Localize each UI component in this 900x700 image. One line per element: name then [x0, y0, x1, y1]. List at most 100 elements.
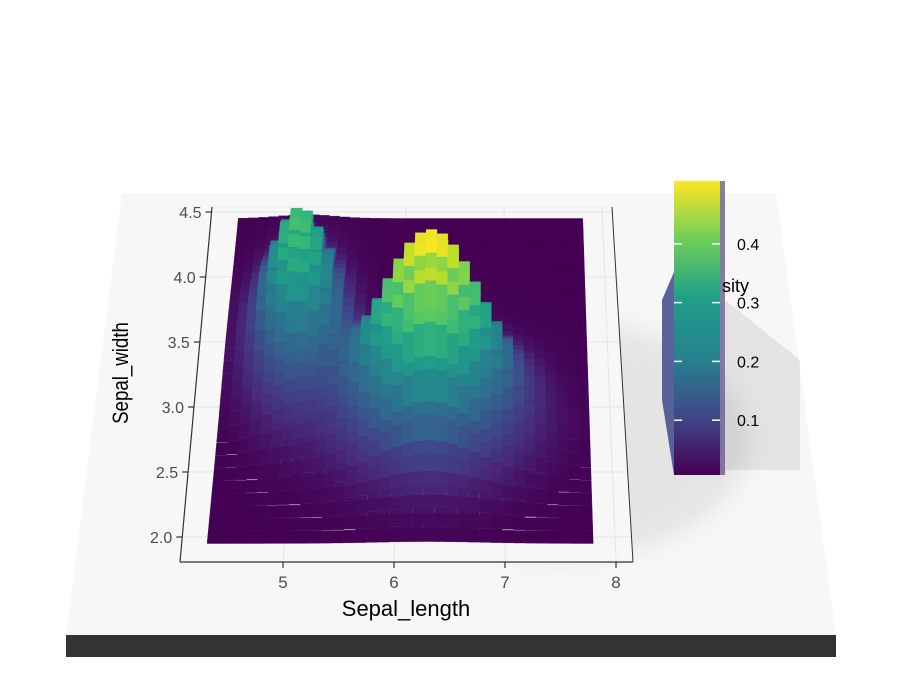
surface-cell [297, 530, 311, 544]
surface-cell [229, 398, 243, 412]
surface-cell [566, 401, 579, 414]
surface-cell [580, 518, 594, 532]
surface-cell [368, 230, 380, 244]
surface-cell [552, 255, 564, 269]
y-axis: 2.0 2.5 3.0 3.5 4.0 4.5 [150, 205, 212, 547]
surface-cell [501, 396, 514, 410]
surface-cell [481, 243, 492, 257]
surface-cell [253, 337, 266, 351]
surface-cell [490, 356, 503, 369]
surface-cell [580, 492, 593, 506]
surface-cell [524, 530, 537, 544]
surface-cell [566, 377, 578, 391]
surface-cell [248, 436, 261, 450]
surface-cell [236, 453, 249, 467]
surface-cell [575, 342, 588, 356]
surface-cell [389, 218, 401, 232]
surface-cell [303, 422, 316, 436]
x-gridline [601, 206, 617, 563]
surface-cell [325, 413, 338, 427]
surface-cell [338, 216, 350, 230]
surface-cell [501, 280, 513, 294]
surface-cell [214, 455, 227, 469]
x-tick-label: 5 [278, 573, 287, 592]
surface-cell [457, 333, 470, 347]
surface-cell [242, 354, 256, 368]
surface-cell [348, 349, 361, 363]
surface-cell [553, 280, 565, 294]
surface-cell [264, 317, 277, 331]
surface-cell [565, 365, 578, 379]
surface-cell [247, 217, 259, 231]
surface-cell [481, 230, 492, 244]
surface-cell [366, 266, 379, 280]
surface-cell [522, 243, 533, 257]
surface-cell [401, 406, 414, 420]
surface-cell [369, 218, 381, 232]
surface-cell [253, 518, 267, 532]
legend-ticks: 0.1 0.2 0.3 0.4 [674, 237, 759, 430]
surface-cell [574, 280, 586, 294]
surface-cell [317, 331, 330, 345]
surface-cell [502, 516, 514, 530]
surface-cell [288, 217, 301, 230]
surface-cell [244, 492, 257, 506]
surface-cell [501, 421, 514, 435]
surface-cell [430, 218, 442, 232]
surface-cell [479, 529, 492, 543]
surface-cell [236, 218, 249, 231]
surface-cell [389, 496, 402, 510]
y-axis-line [179, 206, 213, 563]
surface-cell [491, 243, 502, 257]
surface-cell [399, 218, 411, 232]
surface-cell [501, 230, 513, 244]
surface-cell [275, 298, 288, 312]
surface-cell [315, 397, 328, 411]
x-axis-title: Sepal_length [342, 596, 470, 621]
legend-tick-label: 0.1 [737, 413, 759, 430]
y-tick-label: 3.5 [168, 335, 190, 352]
surface-cell [221, 374, 234, 388]
surface-cell [491, 255, 503, 269]
surface-cell [555, 375, 568, 388]
surface-cell [333, 502, 346, 516]
surface-cell [366, 499, 380, 513]
legend: sity 0.1 0.2 0.3 0.4 [662, 181, 800, 475]
surface-cell [328, 336, 341, 350]
surface-cell [511, 243, 523, 257]
surface-cell [389, 514, 402, 528]
surface-cell [480, 314, 492, 328]
surface-cell [336, 405, 349, 418]
surface-cell [447, 281, 459, 295]
surface-cell [366, 515, 379, 529]
surface-cell [479, 397, 492, 411]
surface-cell [230, 518, 244, 532]
surface-cell [513, 517, 526, 530]
surface-cell [302, 442, 315, 456]
surface-cell [501, 292, 513, 306]
surface-cell [576, 354, 588, 368]
surface-cell [522, 293, 534, 306]
surface-cell [222, 360, 235, 374]
surface-cell [447, 255, 459, 269]
surface-cell [252, 359, 265, 373]
surface-cell [227, 427, 240, 441]
surface-cell [289, 477, 303, 491]
surface-cell [377, 514, 390, 528]
surface-cell [513, 487, 525, 501]
surface-cell [337, 383, 350, 396]
surface-cell [278, 230, 291, 244]
surface-cell [391, 331, 404, 344]
surface-cell [355, 500, 368, 514]
surface-cell [265, 505, 279, 519]
surface-cell [293, 402, 306, 416]
surface-cell [390, 412, 403, 426]
surface-cell [536, 530, 548, 544]
surface-cell [367, 479, 380, 493]
surface-cell [349, 336, 362, 350]
surface-cell [245, 229, 258, 243]
surface-cell [501, 344, 514, 358]
surface-cell [460, 230, 472, 244]
surface-cell [490, 462, 503, 476]
surface-cell [273, 358, 286, 372]
